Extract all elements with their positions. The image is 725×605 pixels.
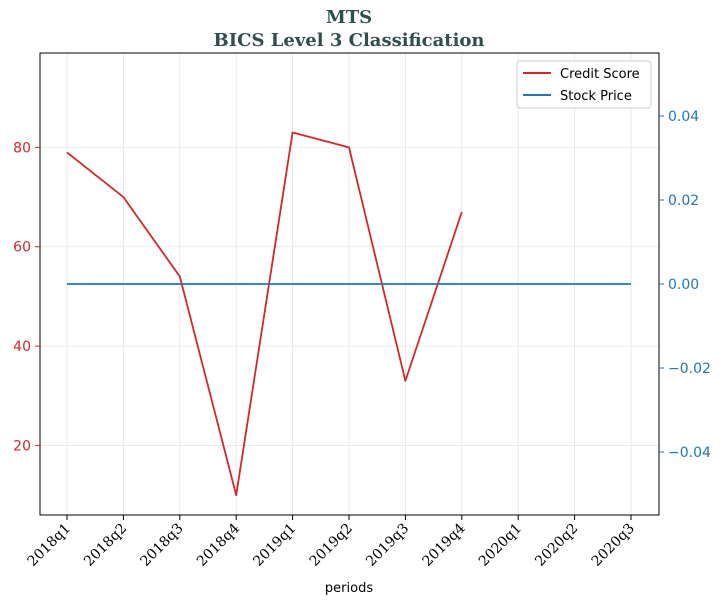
x-tick-label: 2019q3 (363, 521, 412, 570)
right-tick-label: 0.02 (668, 193, 699, 209)
x-tick-label: 2018q2 (81, 521, 130, 570)
x-tick-label: 2020q3 (589, 521, 638, 570)
chart-title: MTS (326, 7, 372, 28)
chart-subtitle: BICS Level 3 Classification (213, 30, 484, 51)
left-tick-label: 80 (13, 140, 31, 156)
series-line-credit-score (66, 131, 463, 496)
right-tick-label: −0.02 (668, 361, 711, 377)
left-tick-label: 20 (13, 438, 31, 454)
x-tick-label: 2019q1 (250, 521, 299, 570)
right-tick-label: 0.04 (668, 109, 699, 125)
left-tick-label: 60 (13, 240, 31, 256)
legend: Credit Score Stock Price (516, 60, 652, 109)
legend-label-credit-score: Credit Score (560, 67, 640, 82)
right-y-axis: −0.04 −0.02 0.00 0.02 0.04 (659, 109, 711, 461)
x-axis-label: periods (325, 581, 373, 596)
x-tick-label: 2020q2 (532, 521, 581, 570)
right-tick-label: 0.00 (668, 277, 699, 293)
right-tick-label: −0.04 (668, 445, 711, 461)
x-tick-label: 2018q4 (194, 520, 243, 569)
left-tick-label: 40 (13, 339, 31, 355)
x-tick-label: 2018q3 (137, 521, 186, 570)
x-tick-label: 2019q2 (307, 521, 356, 570)
legend-label-stock-price: Stock Price (560, 89, 632, 104)
x-axis: 2018q1 2018q2 2018q3 2018q4 2019q1 2019q2 2019… (25, 515, 638, 570)
series-layer (66, 131, 631, 496)
x-tick-label: 2020q1 (476, 521, 525, 570)
x-tick-label: 2019q4 (419, 520, 468, 569)
x-tick-label: 2018q1 (25, 521, 74, 570)
left-y-axis: 20 40 60 80 (13, 140, 40, 454)
